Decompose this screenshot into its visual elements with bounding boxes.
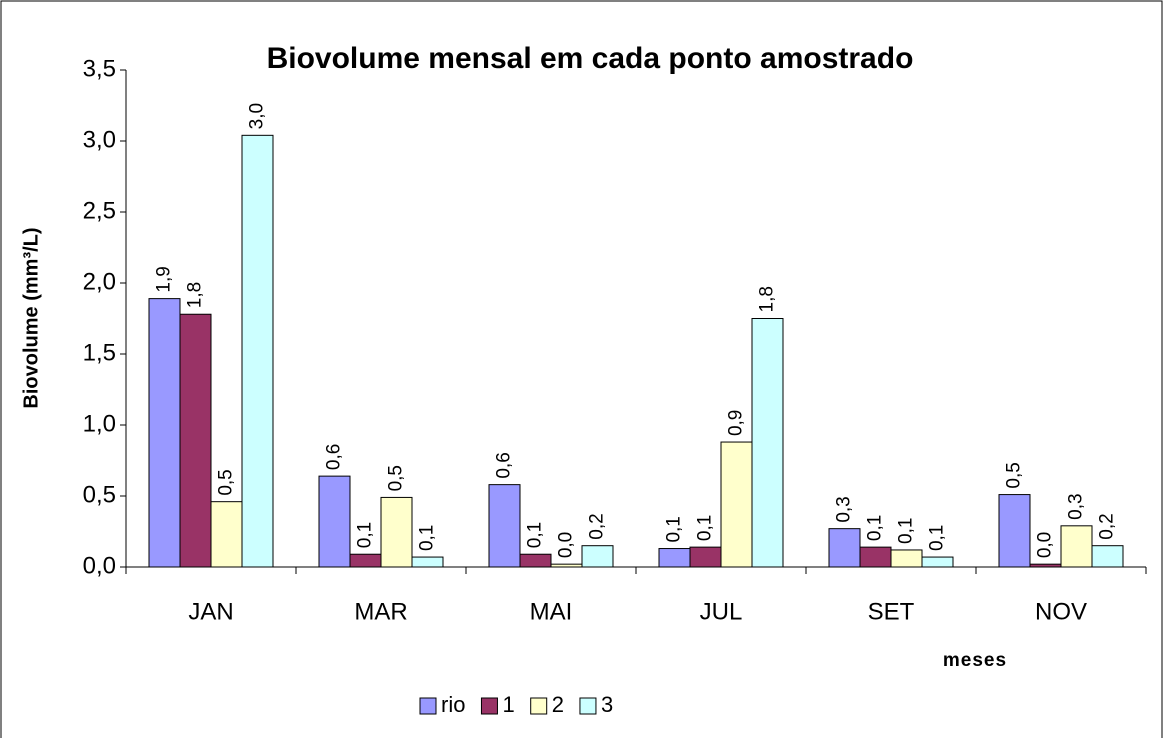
y-tick-label: 2,0 xyxy=(83,268,116,295)
bar xyxy=(148,298,181,568)
x-tick-label: JAN xyxy=(188,598,233,625)
value-label: 0,6 xyxy=(324,444,345,470)
bar xyxy=(581,545,614,568)
bar xyxy=(921,556,954,568)
bar xyxy=(720,441,753,568)
bar xyxy=(210,501,243,568)
bar xyxy=(828,528,861,568)
value-label: 0,1 xyxy=(695,515,716,541)
y-tick-label: 3,5 xyxy=(83,55,116,82)
bar xyxy=(241,134,274,568)
bar xyxy=(658,548,691,568)
bar xyxy=(519,553,552,568)
bar xyxy=(1091,545,1124,568)
y-tick-label: 1,5 xyxy=(83,339,116,366)
x-tick-label: MAI xyxy=(530,598,573,625)
bar xyxy=(689,546,722,568)
x-tick-label: SET xyxy=(868,598,915,625)
chart-title: Biovolume mensal em cada ponto amostrado xyxy=(267,42,914,75)
value-label: 1,9 xyxy=(154,266,175,292)
value-label: 0,0 xyxy=(1035,532,1056,558)
value-label: 0,1 xyxy=(355,522,376,548)
bar xyxy=(859,546,892,568)
value-label: 3,0 xyxy=(247,103,268,129)
value-label: 0,6 xyxy=(494,452,515,478)
value-label: 0,1 xyxy=(927,525,948,551)
legend-label: 1 xyxy=(502,692,514,717)
bar xyxy=(179,313,212,568)
value-label: 0,1 xyxy=(865,515,886,541)
value-label: 1,8 xyxy=(757,286,778,312)
y-axis-title: Biovolume (mm³/L) xyxy=(20,227,42,408)
legend-label: 3 xyxy=(601,692,613,717)
bar xyxy=(550,563,583,568)
value-label: 0,1 xyxy=(896,518,917,544)
legend-swatch xyxy=(419,697,437,715)
legend-label: rio xyxy=(441,692,465,717)
y-tick-label: 0,0 xyxy=(83,552,116,579)
y-tick-label: 0,5 xyxy=(83,481,116,508)
x-axis-title: meses xyxy=(943,650,1007,671)
value-label: 0,5 xyxy=(216,469,237,495)
bar xyxy=(349,553,382,568)
y-tick-label: 3,0 xyxy=(83,126,116,153)
value-label: 1,8 xyxy=(185,282,206,308)
value-label: 0,1 xyxy=(417,525,438,551)
bar xyxy=(411,556,444,568)
value-label: 0,1 xyxy=(525,522,546,548)
value-label: 0,5 xyxy=(386,465,407,491)
x-tick-label: JUL xyxy=(700,598,743,625)
legend-swatch xyxy=(579,697,597,715)
value-label: 0,1 xyxy=(664,516,685,542)
value-label: 0,3 xyxy=(834,496,855,522)
value-label: 0,2 xyxy=(587,513,608,539)
bar xyxy=(998,494,1031,568)
bar xyxy=(1060,525,1093,568)
bar xyxy=(318,475,351,568)
bar xyxy=(488,484,521,568)
bar xyxy=(1029,563,1062,568)
value-label: 0,2 xyxy=(1097,513,1118,539)
x-tick-label: NOV xyxy=(1035,598,1087,625)
bar xyxy=(890,549,923,568)
legend-swatch xyxy=(530,697,548,715)
legend-swatch xyxy=(480,697,498,715)
y-tick-label: 1,0 xyxy=(83,410,116,437)
bar xyxy=(380,496,413,568)
y-tick-label: 2,5 xyxy=(83,197,116,224)
value-label: 0,3 xyxy=(1066,493,1087,519)
x-tick-label: MAR xyxy=(354,598,407,625)
bar xyxy=(751,318,784,568)
legend-label: 2 xyxy=(552,692,564,717)
value-label: 0,9 xyxy=(726,410,747,436)
value-label: 0,0 xyxy=(556,532,577,558)
value-label: 0,5 xyxy=(1004,462,1025,488)
